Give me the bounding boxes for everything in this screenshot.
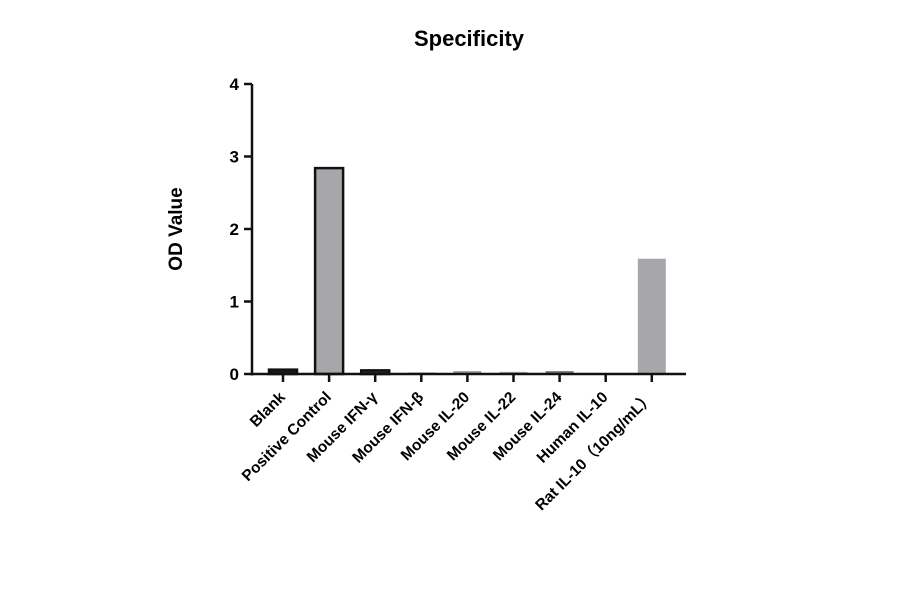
y-tick-label: 0: [230, 365, 239, 384]
bar: [545, 371, 574, 374]
y-axis-label: OD Value: [166, 187, 187, 270]
bar: [313, 166, 345, 376]
bar: [453, 371, 482, 374]
y-axis: 0 1 2 3 4: [230, 75, 254, 384]
y-tick-label: 4: [230, 75, 240, 94]
y-tick-label: 1: [230, 293, 239, 312]
y-tick-label: 3: [230, 148, 239, 167]
y-tick-label: 2: [230, 220, 239, 239]
x-tick-label: Blank: [247, 389, 289, 431]
bars: [267, 166, 666, 376]
chart-title: Specificity: [414, 26, 525, 51]
bar: [637, 258, 666, 374]
